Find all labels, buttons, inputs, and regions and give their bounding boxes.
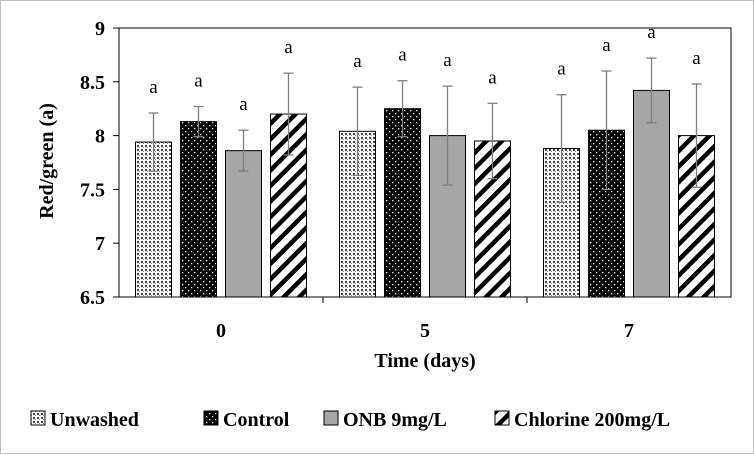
significance-label: a: [194, 71, 203, 92]
plot-area-border: [118, 27, 732, 298]
legend: Unwashed Control ONB 9mg/L Chlorine 200mg/L: [30, 409, 670, 431]
significance-label: a: [692, 48, 701, 69]
y-tick-label: 8: [95, 126, 105, 148]
y-axis-title: Red/green (a): [36, 103, 58, 219]
y-tick-label: 6.5: [80, 287, 105, 309]
y-axis-ticks: 6.5 7 7.5 8 8.5 9: [80, 18, 119, 309]
legend-label: ONB 9mg/L: [343, 409, 447, 431]
significance-label: a: [602, 35, 611, 56]
significance-label: a: [353, 51, 362, 72]
y-tick-label: 7: [95, 233, 105, 255]
y-tick-label: 9: [95, 18, 105, 40]
y-tick-label: 7.5: [80, 179, 105, 201]
bar: [180, 121, 217, 298]
legend-swatch: [323, 410, 339, 426]
x-axis-ticks: 0 5 7: [216, 297, 634, 342]
significance-label: a: [284, 37, 293, 58]
x-tick-label: 7: [624, 320, 634, 342]
significance-label: a: [149, 77, 158, 98]
legend-label: Chlorine 200mg/L: [514, 409, 670, 431]
significance-label: a: [647, 22, 656, 43]
x-tick-label: 5: [420, 320, 430, 342]
bar: [225, 150, 262, 298]
legend-swatch: [494, 410, 510, 426]
significance-label: a: [398, 45, 407, 66]
legend-swatch: [30, 410, 46, 426]
significance-label: a: [239, 94, 248, 115]
significance-label: a: [488, 67, 497, 88]
legend-label: Control: [223, 409, 290, 431]
y-tick-label: 8.5: [80, 72, 105, 94]
legend-swatch: [203, 410, 219, 426]
significance-label: a: [557, 59, 566, 80]
legend-label: Unwashed: [50, 409, 139, 431]
bars: a a a a a a a a a a a a: [135, 22, 715, 298]
significance-label: a: [443, 50, 452, 71]
x-axis-title: Time (days): [374, 350, 475, 372]
x-tick-label: 0: [216, 320, 226, 342]
